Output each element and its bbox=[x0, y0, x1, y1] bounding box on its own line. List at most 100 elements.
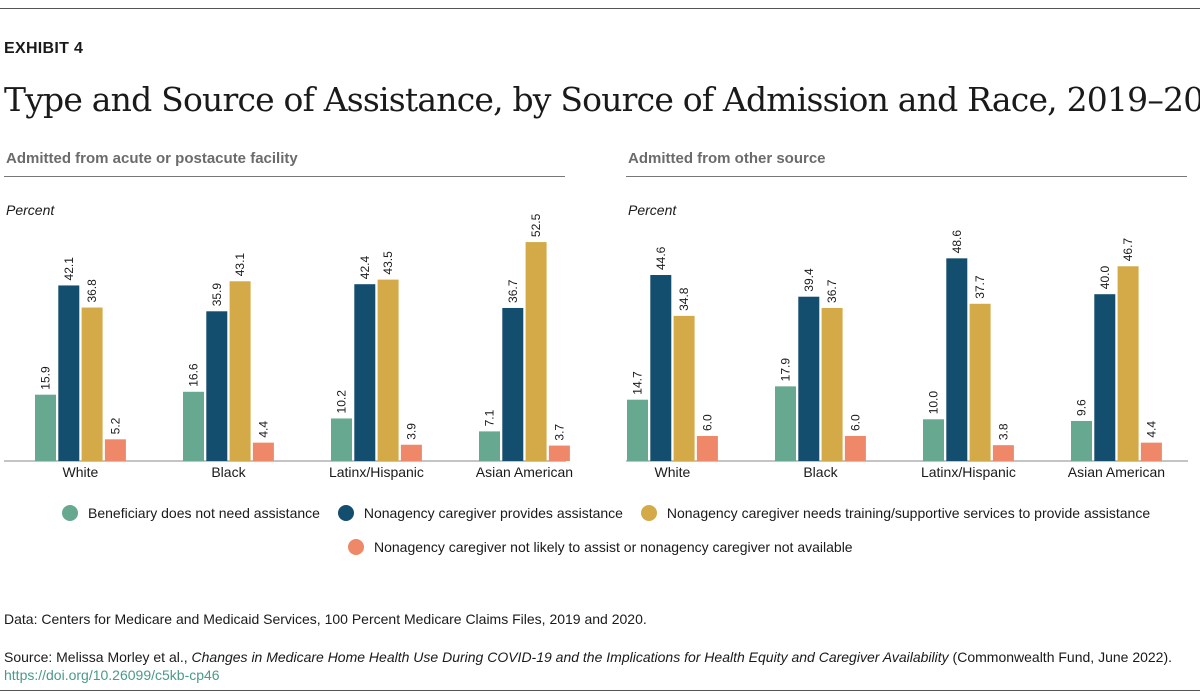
bar bbox=[331, 418, 352, 461]
exhibit-label: EXHIBIT 4 bbox=[4, 40, 84, 57]
category-label: White bbox=[63, 464, 99, 480]
source-title: Changes in Medicare Home Health Use Duri… bbox=[191, 649, 949, 665]
data-label: 43.1 bbox=[233, 253, 247, 277]
bar bbox=[627, 399, 648, 461]
category-label: Asian American bbox=[1068, 464, 1165, 480]
bar bbox=[696, 435, 718, 461]
bar bbox=[252, 442, 274, 461]
data-label: 48.6 bbox=[950, 230, 964, 254]
legend-label: Nonagency caregiver not likely to assist… bbox=[374, 539, 853, 555]
bar bbox=[104, 439, 126, 461]
data-label: 36.8 bbox=[85, 279, 99, 303]
panel-title-left: Admitted from acute or postacute facilit… bbox=[6, 150, 298, 167]
bar bbox=[354, 284, 376, 461]
data-label: 36.7 bbox=[825, 279, 839, 303]
category-label: Black bbox=[211, 464, 246, 480]
data-label: 36.7 bbox=[506, 279, 520, 303]
category-label: Asian American bbox=[476, 464, 573, 480]
bar bbox=[1117, 266, 1139, 461]
legend-row-1: Beneficiary does not need assistance Non… bbox=[62, 505, 1164, 524]
bar bbox=[650, 275, 672, 461]
bar bbox=[969, 303, 991, 461]
data-label: 40.0 bbox=[1098, 266, 1112, 290]
legend-swatch-teal bbox=[62, 505, 78, 521]
data-label: 42.4 bbox=[358, 256, 372, 280]
category-label: White bbox=[655, 464, 691, 480]
legend-item-needs-training: Nonagency caregiver needs training/suppo… bbox=[640, 505, 1150, 521]
data-label: 5.2 bbox=[108, 417, 122, 434]
bar bbox=[58, 285, 80, 461]
chart-panel-2: Percent 14.7 44.6 34.8 6.0 White 17.9 39.4 36.7 6… bbox=[626, 202, 1188, 480]
data-label: 3.8 bbox=[996, 423, 1010, 440]
source-prefix: Source: Melissa Morley et al., bbox=[4, 649, 192, 665]
data-label: 6.0 bbox=[848, 414, 862, 431]
bar bbox=[923, 419, 944, 461]
chart-title: Type and Source of Assistance, by Source… bbox=[4, 80, 1200, 119]
data-label: 52.5 bbox=[529, 213, 543, 237]
data-label: 16.6 bbox=[187, 363, 201, 387]
bar bbox=[479, 431, 500, 461]
data-label: 42.1 bbox=[62, 257, 76, 281]
data-label: 43.5 bbox=[381, 251, 395, 275]
legend-row-2: Nonagency caregiver not likely to assist… bbox=[348, 539, 867, 558]
top-rule bbox=[0, 8, 1200, 9]
legend-item-no-assistance: Beneficiary does not need assistance bbox=[62, 505, 320, 521]
bar-chart: Percent 15.9 42.1 36.8 5.2 White 16.6 35.9 43.1 4… bbox=[4, 202, 1188, 480]
category-label: Latinx/Hispanic bbox=[921, 464, 1016, 480]
source-note: Source: Melissa Morley et al., Changes i… bbox=[4, 649, 1172, 665]
bar bbox=[1071, 420, 1092, 461]
bar bbox=[1094, 294, 1116, 461]
panel-rule-left bbox=[4, 176, 565, 177]
category-label: Latinx/Hispanic bbox=[329, 464, 424, 480]
source-suffix: (Commonwealth Fund, June 2022). bbox=[948, 649, 1173, 665]
bar bbox=[992, 445, 1014, 461]
data-label: 35.9 bbox=[210, 283, 224, 307]
legend-label: Beneficiary does not need assistance bbox=[88, 505, 320, 521]
data-label: 44.6 bbox=[654, 246, 668, 270]
data-label: 17.9 bbox=[779, 358, 793, 382]
data-label: 3.9 bbox=[404, 423, 418, 440]
bar bbox=[821, 307, 843, 461]
data-note: Data: Centers for Medicare and Medicaid … bbox=[4, 611, 647, 627]
data-label: 10.0 bbox=[927, 391, 941, 415]
data-label: 39.4 bbox=[802, 268, 816, 292]
data-label: 6.0 bbox=[700, 414, 714, 431]
legend-swatch-coral bbox=[348, 539, 364, 555]
y-axis-label: Percent bbox=[628, 202, 677, 218]
bar bbox=[844, 435, 866, 461]
bar bbox=[206, 311, 228, 461]
data-label: 15.9 bbox=[39, 366, 53, 390]
bar bbox=[81, 307, 103, 461]
chart-panel-1: Percent 15.9 42.1 36.8 5.2 White 16.6 35.9 43.1 4… bbox=[4, 202, 573, 480]
bar bbox=[229, 281, 251, 461]
legend-swatch-navy bbox=[337, 505, 354, 521]
data-label: 14.7 bbox=[631, 371, 645, 395]
legend-label: Nonagency caregiver provides assistance bbox=[363, 505, 623, 521]
bar bbox=[525, 242, 547, 461]
bar bbox=[400, 444, 422, 461]
data-label: 34.8 bbox=[677, 287, 691, 311]
bar bbox=[775, 386, 796, 461]
data-label: 7.1 bbox=[483, 409, 497, 426]
bar bbox=[377, 279, 399, 461]
doi-link[interactable]: https://doi.org/10.26099/c5kb-cp46 bbox=[4, 667, 220, 683]
bar bbox=[673, 315, 695, 461]
data-label: 9.6 bbox=[1075, 399, 1089, 416]
data-label: 10.2 bbox=[335, 390, 349, 414]
bar bbox=[35, 394, 56, 461]
panel-title-right: Admitted from other source bbox=[628, 150, 826, 167]
bar bbox=[183, 391, 204, 461]
panel-rule-right bbox=[626, 176, 1187, 177]
bar bbox=[548, 445, 570, 461]
data-label: 46.7 bbox=[1121, 238, 1135, 262]
legend-item-provides-assistance: Nonagency caregiver provides assistance bbox=[337, 505, 623, 521]
bar bbox=[946, 258, 968, 461]
data-label: 37.7 bbox=[973, 275, 987, 299]
data-label: 3.7 bbox=[552, 424, 566, 441]
bar bbox=[798, 296, 820, 461]
data-label: 4.4 bbox=[256, 421, 270, 438]
legend-item-not-available: Nonagency caregiver not likely to assist… bbox=[348, 539, 853, 555]
category-label: Black bbox=[803, 464, 838, 480]
y-axis-label: Percent bbox=[6, 202, 55, 218]
legend-swatch-gold bbox=[640, 505, 657, 521]
